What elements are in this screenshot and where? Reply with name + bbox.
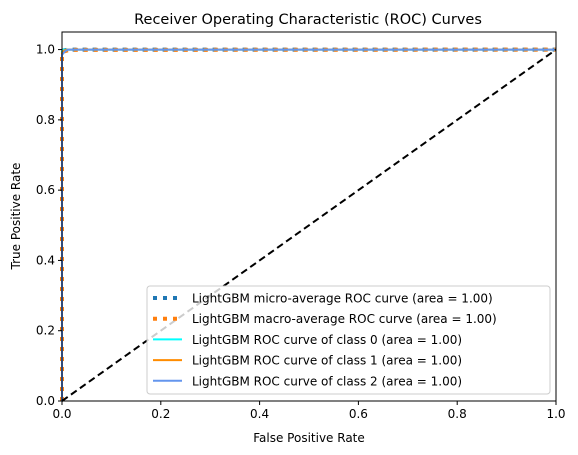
y-axis-label: True Positive Rate — [9, 163, 23, 271]
x-tick-label: 1.0 — [546, 407, 565, 421]
x-tick-label: 0.8 — [448, 407, 467, 421]
legend-label: LightGBM ROC curve of class 0 (area = 1.… — [192, 333, 462, 347]
x-tick-label: 0.2 — [151, 407, 170, 421]
axes-frame — [61, 31, 557, 402]
legend-label: LightGBM macro-average ROC curve (area =… — [192, 312, 497, 326]
legend-label: LightGBM ROC curve of class 1 (area = 1.… — [192, 354, 462, 368]
chart-title: Receiver Operating Characteristic (ROC) … — [134, 12, 482, 28]
legend-label: LightGBM micro-average ROC curve (area =… — [192, 292, 493, 306]
y-tick-label: 0.8 — [36, 113, 55, 127]
legend-label: LightGBM ROC curve of class 2 (area = 1.… — [192, 374, 462, 388]
x-axis-label: False Positive Rate — [253, 431, 365, 445]
x-tick-label: 0.0 — [52, 407, 71, 421]
x-tick-label: 0.6 — [349, 407, 368, 421]
y-axis: 0.0 0.2 0.4 0.6 0.8 1.0 — [36, 43, 62, 408]
legend-box — [146, 285, 551, 395]
y-tick-label: 0.2 — [36, 324, 55, 338]
x-tick-label: 0.4 — [250, 407, 269, 421]
x-axis: 0.0 0.2 0.4 0.6 0.8 1.0 — [52, 401, 566, 421]
y-tick-label: 0.0 — [36, 394, 55, 408]
y-tick-label: 0.4 — [36, 253, 55, 267]
legend: LightGBM micro-average ROC curve (area =… — [146, 285, 551, 395]
y-tick-label: 1.0 — [36, 43, 55, 57]
chance-diagonal-line — [61, 48, 557, 402]
y-tick-label: 0.6 — [36, 183, 55, 197]
